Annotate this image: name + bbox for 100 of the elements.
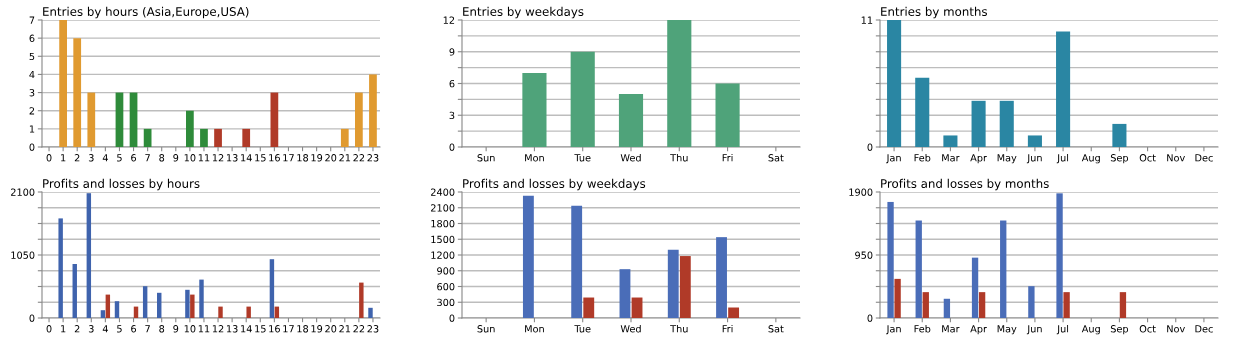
y-tick-label: 0 bbox=[867, 314, 873, 322]
x-tick-label: Jan bbox=[886, 154, 901, 164]
x-tick-label: 22 bbox=[353, 154, 365, 162]
bar bbox=[355, 92, 363, 147]
x-tick-label: 18 bbox=[297, 154, 309, 162]
x-tick-label: 11 bbox=[198, 325, 210, 333]
bar bbox=[86, 193, 92, 318]
x-tick-label: 14 bbox=[241, 154, 252, 162]
x-tick-label: Mon bbox=[525, 325, 544, 333]
bar bbox=[943, 298, 951, 318]
x-tick-label: Mon bbox=[525, 154, 544, 162]
x-tick-label: 23 bbox=[367, 154, 379, 162]
y-tick-label: 5 bbox=[29, 52, 35, 61]
bar bbox=[359, 282, 364, 318]
x-tick-label: 16 bbox=[269, 325, 280, 333]
x-tick-label: Thu bbox=[670, 324, 688, 333]
y-tick-label: 12 bbox=[443, 16, 455, 24]
x-tick-label: 16 bbox=[269, 154, 280, 162]
bar bbox=[1063, 292, 1070, 318]
bar bbox=[242, 128, 251, 147]
bar bbox=[999, 100, 1014, 147]
y-tick-label: 1500 bbox=[431, 235, 455, 244]
x-tick-label: 13 bbox=[227, 325, 238, 333]
x-tick-label: 7 bbox=[145, 325, 150, 333]
x-tick-label: 0 bbox=[46, 154, 52, 162]
chart-title: Profits and losses by months bbox=[881, 178, 1049, 191]
bar bbox=[186, 110, 194, 147]
bar bbox=[270, 92, 279, 147]
y-tick-label: 3 bbox=[29, 89, 35, 97]
y-tick-label: 2100 bbox=[11, 188, 35, 196]
x-tick-label: Mar bbox=[942, 154, 960, 162]
x-tick-label: Sat bbox=[768, 325, 784, 333]
y-tick-label: 0 bbox=[29, 314, 35, 322]
y-tick-label: 9 bbox=[449, 48, 455, 56]
y-tick-label: 3 bbox=[449, 111, 455, 120]
x-tick-label: Apr bbox=[970, 325, 987, 335]
x-tick-label: 19 bbox=[311, 154, 323, 162]
x-tick-label: 0 bbox=[46, 325, 52, 333]
x-tick-label: May bbox=[997, 154, 1017, 164]
x-tick-label: Jun bbox=[1026, 154, 1042, 164]
x-tick-label: Dec bbox=[1195, 154, 1213, 162]
x-tick-label: Mar bbox=[942, 325, 960, 333]
y-tick-label: 0 bbox=[449, 314, 455, 322]
bar bbox=[1119, 292, 1127, 318]
x-tick-label: 7 bbox=[145, 154, 150, 162]
x-tick-label: 2 bbox=[74, 325, 80, 333]
y-tick-label: 600 bbox=[437, 282, 455, 291]
bar bbox=[114, 301, 120, 318]
x-tick-label: 15 bbox=[255, 154, 266, 162]
x-tick-label: Tue bbox=[574, 154, 591, 162]
bar bbox=[218, 306, 223, 318]
bar bbox=[59, 20, 67, 147]
x-tick-label: 14 bbox=[241, 325, 252, 333]
bar bbox=[679, 256, 691, 318]
x-tick-label: 1 bbox=[61, 154, 66, 162]
x-tick-label: 2 bbox=[74, 154, 80, 162]
bar bbox=[142, 286, 148, 318]
bar bbox=[583, 297, 595, 318]
bar bbox=[978, 292, 986, 318]
bar bbox=[571, 205, 583, 318]
bar bbox=[246, 306, 251, 318]
x-tick-label: 10 bbox=[184, 325, 196, 333]
y-tick-label: 0 bbox=[29, 143, 35, 151]
bar bbox=[73, 38, 82, 147]
x-tick-label: 4 bbox=[102, 154, 108, 162]
y-tick-label: 4 bbox=[29, 71, 35, 79]
bar bbox=[1028, 286, 1035, 318]
bar bbox=[1027, 135, 1042, 147]
bar bbox=[214, 128, 222, 147]
bar bbox=[1112, 123, 1127, 147]
y-tick-label: 1 bbox=[29, 125, 35, 133]
x-tick-label: Wed bbox=[620, 324, 641, 333]
bar bbox=[1056, 31, 1071, 147]
bar bbox=[915, 77, 930, 147]
x-tick-label: 6 bbox=[131, 325, 137, 333]
x-tick-label: Jul bbox=[1056, 324, 1069, 335]
chart-title: Entries by months bbox=[881, 6, 987, 19]
x-tick-label: 17 bbox=[283, 325, 294, 333]
x-tick-label: 13 bbox=[227, 154, 238, 162]
x-tick-label: Apr bbox=[970, 154, 987, 164]
x-tick-label: 12 bbox=[212, 325, 224, 333]
y-tick-label: 950 bbox=[855, 251, 873, 259]
bar bbox=[115, 92, 124, 147]
x-tick-label: 15 bbox=[255, 325, 266, 333]
bar bbox=[190, 294, 195, 318]
x-tick-label: 9 bbox=[173, 325, 179, 333]
bar bbox=[269, 259, 275, 318]
y-tick-label: 7 bbox=[29, 16, 35, 24]
chart-title: Entries by weekdays bbox=[463, 6, 584, 19]
x-tick-label: 8 bbox=[159, 325, 165, 333]
x-tick-label: 22 bbox=[353, 325, 365, 333]
bar bbox=[971, 257, 979, 318]
chart-title: Entries by hours (Asia,Europe,USA) bbox=[43, 6, 249, 19]
y-tick-label: 6 bbox=[449, 79, 455, 88]
bar bbox=[619, 269, 631, 318]
x-tick-label: Aug bbox=[1081, 154, 1100, 164]
x-tick-label: Sun bbox=[477, 154, 495, 162]
x-tick-label: Feb bbox=[914, 324, 931, 333]
chart-title: Profits and losses by hours bbox=[43, 178, 200, 191]
y-tick-label: 1800 bbox=[431, 219, 455, 228]
